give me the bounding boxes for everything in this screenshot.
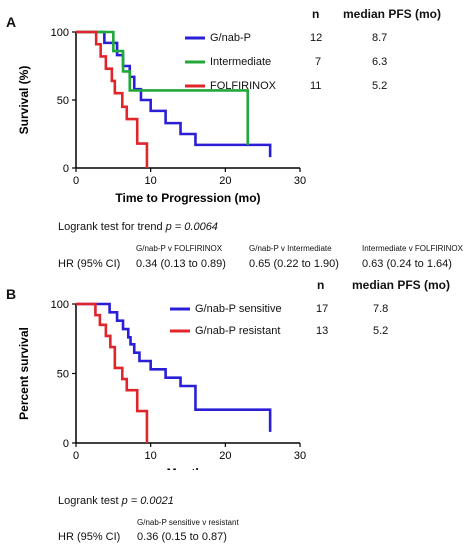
panel-a-legend-n: 12: [310, 32, 323, 44]
x-tick-label: 30: [294, 175, 306, 187]
x-tick-label: 20: [219, 450, 231, 462]
panel-b-letter: B: [6, 286, 17, 302]
panel-b-legend-median: 7.8: [373, 303, 389, 315]
panel-a-logrank: Logrank test for trend p = 0.0064: [58, 221, 218, 233]
panel-b-legend-label: G/nab-P sensitive: [195, 303, 282, 315]
panel-b-legend-label: G/nab-P resistant: [195, 325, 281, 337]
panel-b-hr-comparison-label: G/nab-P sensitive v resistant: [137, 518, 239, 527]
km-chart-a: 0 10 20 30 0 50 100 Time to Progression (mo) Sur…: [17, 27, 306, 205]
panel-a-letter: A: [6, 14, 17, 30]
panel-a-legend-label: FOLFIRINOX: [210, 80, 277, 92]
panel-a-hr-label: HR (95% CI): [58, 258, 121, 270]
panel-a-logrank-p: p = 0.0064: [165, 221, 218, 233]
panel-b-logrank-p: p = 0.0021: [121, 495, 174, 507]
panel-a-legend-n: 11: [310, 80, 322, 92]
panel-a-legend-median: 8.7: [372, 32, 388, 44]
panel-a-hr-value: 0.63 (0.24 to 1.64): [362, 258, 452, 270]
x-tick-label: 20: [219, 175, 231, 187]
x-tick-label: 0: [73, 175, 79, 187]
panel-a-hr-comparison-label: Intermediate v FOLFIRINOX: [362, 244, 463, 253]
panel-b-legend-n: 17: [316, 303, 329, 315]
panel-a-hr-comparison-label: G/nab-P v Intermediate: [249, 244, 332, 253]
panel-b-hr-value: 0.36 (0.15 to 0.87): [137, 531, 227, 543]
x-tick-label: 10: [145, 175, 157, 187]
panel-a-hr-comparison-label: G/nab-P v FOLFIRINOX: [136, 244, 223, 253]
panel-a-legend-median: 5.2: [372, 80, 388, 92]
y-tick-label: 50: [57, 95, 69, 107]
x-axis-label: Months: [167, 466, 210, 470]
panel-b-hr-label: HR (95% CI): [58, 531, 121, 543]
km-curve-intermediate: [76, 30, 250, 145]
panel-a-legend-label: G/nab-P: [210, 32, 251, 44]
panel-a-header-median: median PFS (mo): [343, 7, 442, 21]
panel-b-logrank-text: Logrank test: [58, 495, 122, 507]
panel-b-legend-median: 5.2: [373, 325, 389, 337]
x-tick-label: 0: [73, 450, 79, 462]
panel-b-logrank: Logrank test p = 0.0021: [58, 495, 174, 507]
x-tick-label: 10: [145, 450, 157, 462]
panel-a-legend-median: 6.3: [372, 56, 388, 68]
y-axis-label: Percent survival: [17, 327, 31, 420]
x-axis-label: Time to Progression (mo): [115, 191, 260, 205]
panel-a-hr-value: 0.34 (0.13 to 0.89): [136, 258, 226, 270]
y-tick-label: 100: [51, 299, 69, 311]
y-axis-label: Survival (%): [17, 66, 31, 135]
y-tick-label: 50: [57, 369, 69, 381]
km-chart-b: 0 10 20 30 0 50 100 Months Percent survival: [17, 299, 306, 470]
panel-a-header-n: n: [312, 7, 320, 21]
panel-a-hr-value: 0.65 (0.22 to 1.90): [249, 258, 339, 270]
panel-a-logrank-text: Logrank test for trend: [58, 221, 166, 233]
y-tick-label: 0: [63, 438, 69, 450]
panel-a-legend-n: 7: [315, 56, 322, 68]
y-tick-label: 0: [63, 163, 69, 175]
km-curve-g-nab-p-resistant: [76, 302, 149, 443]
panel-b-header-n: n: [317, 278, 325, 292]
panel-b-header-median: median PFS (mo): [352, 278, 451, 292]
km-curve-g-nab-p-sensitive: [76, 302, 272, 432]
panel-a-legend-label: Intermediate: [210, 56, 272, 68]
km-curve-folfirinox: [76, 30, 149, 168]
km-curve-g-nab-p: [76, 30, 272, 158]
panel-b-legend-n: 13: [316, 325, 329, 337]
x-tick-label: 30: [294, 450, 306, 462]
y-tick-label: 100: [51, 27, 69, 39]
